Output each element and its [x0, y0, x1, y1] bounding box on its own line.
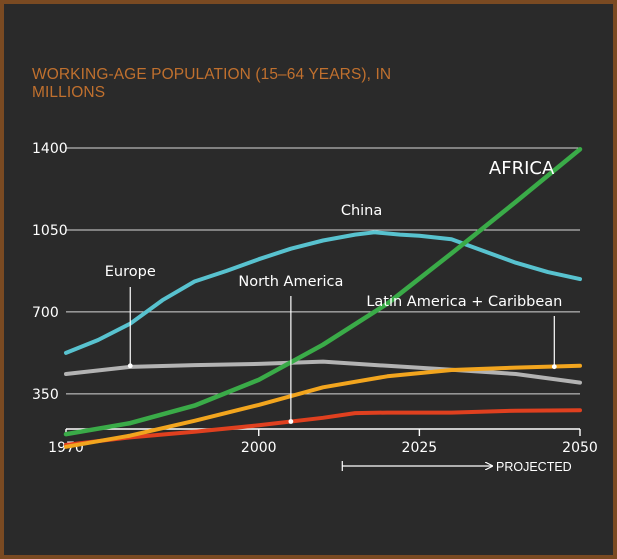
series-line-north-america — [64, 408, 582, 447]
series-line-europe — [64, 359, 582, 385]
series-line-africa — [63, 146, 583, 437]
y-tick-label-350: 350 — [32, 387, 59, 403]
series-label-north-america: North America — [238, 274, 343, 290]
y-tick-label-1400: 1400 — [32, 141, 68, 157]
north-america-dot — [288, 419, 294, 424]
series-label-china: China — [341, 203, 382, 219]
chart-frame: WORKING-AGE POPULATION (15–64 YEARS), IN… — [4, 4, 613, 555]
chart-title: WORKING-AGE POPULATION (15–64 YEARS), IN… — [32, 66, 392, 101]
series-label-europe: Europe — [105, 264, 156, 280]
series-line-latin-america-caribbean — [64, 363, 582, 449]
x-tick-label-2050: 2050 — [562, 440, 598, 456]
y-tick-label-700: 700 — [32, 305, 59, 321]
x-tick-label-2000: 2000 — [241, 440, 277, 456]
projected-label: PROJECTED — [496, 460, 572, 474]
series-label-latin-america: Latin America + Caribbean — [366, 294, 562, 310]
europe-dot — [127, 363, 133, 369]
series-line-china — [64, 230, 582, 355]
series-label-africa: AFRICA — [489, 158, 555, 179]
latin-america-dot — [551, 364, 557, 370]
y-tick-label-1050: 1050 — [32, 223, 68, 239]
x-tick-label-2025: 2025 — [402, 440, 438, 456]
